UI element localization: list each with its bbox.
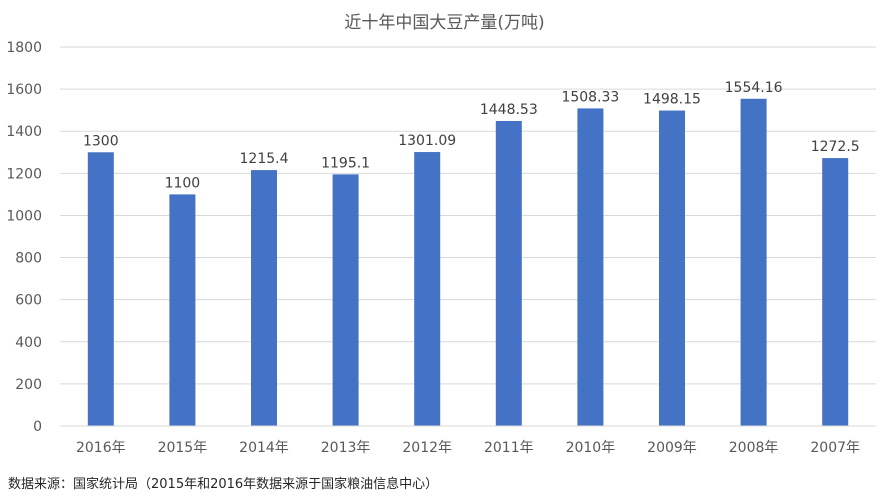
y-tick-label: 600 <box>15 293 42 309</box>
data-label: 1195.1 <box>321 155 370 171</box>
data-label: 1100 <box>165 175 201 191</box>
data-label: 1300 <box>83 133 119 149</box>
x-tick-label: 2007年 <box>810 440 860 456</box>
y-tick-label: 1400 <box>6 124 42 140</box>
y-tick-label: 400 <box>15 335 42 351</box>
x-tick-label: 2010年 <box>566 440 616 456</box>
bar <box>169 194 196 426</box>
data-label: 1554.16 <box>725 80 783 96</box>
bar <box>251 170 277 426</box>
y-tick-label: 1800 <box>6 40 42 56</box>
data-label: 1272.5 <box>811 139 860 155</box>
bars <box>87 98 849 427</box>
x-tick-label: 2009年 <box>647 440 697 456</box>
source-note: 数据来源：国家统计局（2015年和2016年数据来源于国家粮油信息中心） <box>8 477 439 492</box>
bar <box>332 174 359 426</box>
x-tick-label: 2015年 <box>158 440 208 456</box>
y-tick-label: 1600 <box>6 82 42 98</box>
data-label: 1301.09 <box>398 133 456 149</box>
bar-chart: 0 200 400 600 800 1000 1200 1400 1600 1800 1300 11… <box>6 40 876 456</box>
bar <box>495 121 522 426</box>
data-label: 1498.15 <box>643 92 701 108</box>
data-label: 1448.53 <box>480 102 538 118</box>
data-label: 1508.33 <box>561 89 619 105</box>
y-axis-tick-labels: 0 200 400 600 800 1000 1200 1400 1600 1800 <box>6 40 42 435</box>
bar <box>87 152 114 426</box>
bar <box>822 158 849 426</box>
x-tick-label: 2011年 <box>484 440 534 456</box>
y-tick-label: 800 <box>15 251 42 267</box>
x-tick-label: 2014年 <box>239 440 289 456</box>
y-tick-label: 1200 <box>6 166 42 182</box>
x-tick-label: 2013年 <box>321 440 371 456</box>
y-tick-label: 1000 <box>6 208 42 224</box>
x-tick-label: 2016年 <box>76 440 126 456</box>
bar <box>414 152 441 426</box>
bar <box>740 98 767 427</box>
x-tick-label: 2012年 <box>402 440 452 456</box>
data-labels: 1300 1100 1215.4 1195.1 1301.09 1448.53 1508.3… <box>83 80 860 192</box>
chart-title: 近十年中国大豆产量(万吨) <box>344 13 545 33</box>
bar <box>659 110 685 426</box>
bar <box>577 108 604 427</box>
y-tick-label: 0 <box>33 419 42 435</box>
gridlines <box>60 46 876 385</box>
y-tick-label: 200 <box>15 377 42 393</box>
x-tick-label: 2008年 <box>729 440 779 456</box>
x-axis-tick-labels: 2016年 2015年 2014年 2013年 2012年 2011年 2010年 2009年… <box>76 440 860 456</box>
data-label: 1215.4 <box>240 151 289 167</box>
